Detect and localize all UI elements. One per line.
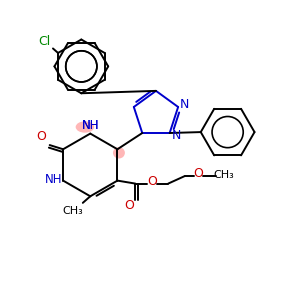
Text: NH: NH bbox=[82, 119, 99, 132]
Ellipse shape bbox=[76, 121, 94, 133]
Text: NH: NH bbox=[45, 172, 62, 186]
Text: CH₃: CH₃ bbox=[213, 169, 234, 180]
Text: Cl: Cl bbox=[38, 34, 51, 47]
Text: CH₃: CH₃ bbox=[62, 206, 83, 216]
Text: O: O bbox=[36, 130, 46, 142]
Ellipse shape bbox=[113, 147, 125, 158]
Text: N: N bbox=[179, 98, 189, 111]
Text: O: O bbox=[147, 175, 157, 188]
Text: N: N bbox=[172, 129, 181, 142]
Text: O: O bbox=[194, 167, 203, 180]
Text: O: O bbox=[124, 199, 134, 212]
Text: NH: NH bbox=[82, 119, 99, 132]
